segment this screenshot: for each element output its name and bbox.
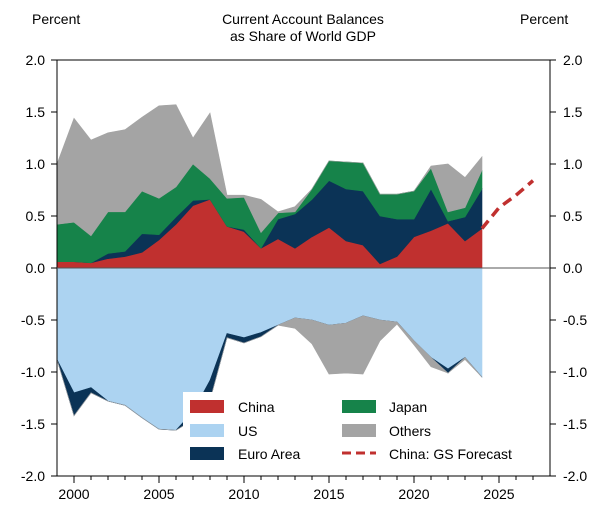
y-tick-label-right: -1.0 <box>563 364 587 380</box>
chart-title-line-2: as Share of World GDP <box>230 28 376 44</box>
x-tick-label: 2025 <box>483 486 514 502</box>
x-tick-label: 2015 <box>313 486 344 502</box>
legend-label-forecast: China: GS Forecast <box>389 446 512 462</box>
y-tick-label-left: -0.5 <box>21 312 45 328</box>
y-tick-label-right: -2.0 <box>563 468 587 484</box>
x-tick-label: 2005 <box>143 486 174 502</box>
stacked-areas <box>56 104 483 431</box>
y-tick-label-left: 2.0 <box>26 52 46 68</box>
chart-title-line-1: Current Account Balances <box>222 11 384 27</box>
forecast-line-china <box>480 179 535 230</box>
legend-label-us: US <box>238 423 257 439</box>
axis-ticks: 2.0 2.0 1.5 1.5 1.0 1.0 0.5 0.5 0.0 0.0 -0.5 -0.5 -1… <box>21 52 587 502</box>
y-tick-label-left: -2.0 <box>21 468 45 484</box>
legend-swatch-euro-area <box>190 447 224 460</box>
x-tick-label: 2000 <box>58 486 89 502</box>
x-tick-label: 2020 <box>398 486 429 502</box>
y-tick-label-right: -1.5 <box>563 416 587 432</box>
legend-swatch-us <box>190 424 224 437</box>
y-tick-label-left: -1.0 <box>21 364 45 380</box>
y-tick-label-right: 2.0 <box>563 52 583 68</box>
y-tick-label-right: 0.5 <box>563 208 583 224</box>
x-tick-label: 2010 <box>228 486 259 502</box>
legend: China Japan US Others Euro Area China: G… <box>183 392 538 468</box>
legend-swatch-japan <box>342 400 376 413</box>
forecast-layer <box>480 179 535 230</box>
y-tick-label-left: 0.0 <box>26 260 46 276</box>
y-tick-label-right: 1.0 <box>563 156 583 172</box>
area-surplus-others <box>56 104 483 237</box>
y-tick-label-left: 1.0 <box>26 156 46 172</box>
y-tick-label-right: 1.5 <box>563 104 583 120</box>
legend-swatch-others <box>342 424 376 437</box>
legend-swatch-china <box>190 400 224 413</box>
y-tick-label-left: -1.5 <box>21 416 45 432</box>
y-axis-label-right: Percent <box>520 11 568 27</box>
legend-label-euro-area: Euro Area <box>238 446 300 462</box>
y-tick-label-right: -0.5 <box>563 312 587 328</box>
y-tick-label-right: 0.0 <box>563 260 583 276</box>
y-axis-label-left: Percent <box>32 11 80 27</box>
legend-label-china: China <box>238 399 275 415</box>
y-tick-label-left: 0.5 <box>26 208 46 224</box>
y-tick-label-left: 1.5 <box>26 104 46 120</box>
legend-label-others: Others <box>389 423 431 439</box>
legend-label-japan: Japan <box>389 399 427 415</box>
